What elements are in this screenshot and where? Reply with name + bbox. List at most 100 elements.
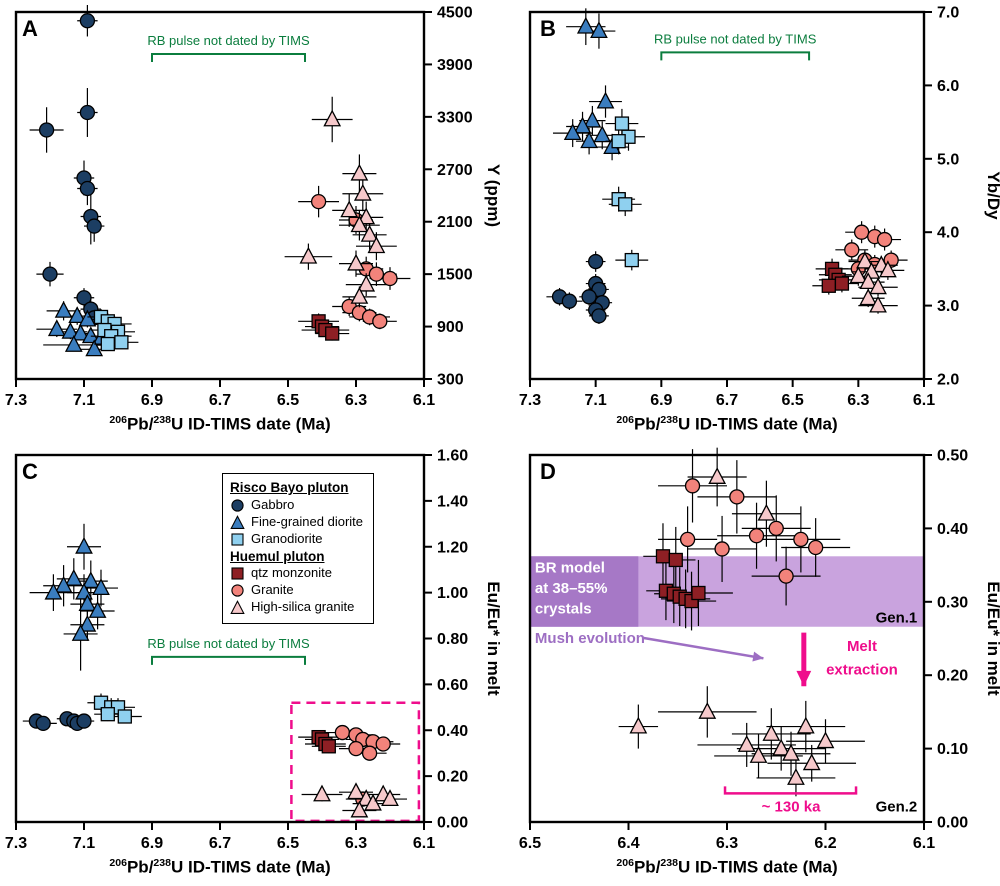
legend-item-label: Fine-grained diorite <box>251 513 364 529</box>
legend-item-label: Gabbro <box>251 496 295 512</box>
svg-text:BR model: BR model <box>535 559 605 576</box>
svg-text:Y (ppm): Y (ppm) <box>484 164 500 227</box>
svg-text:3300: 3300 <box>437 109 473 126</box>
svg-text:6.3: 6.3 <box>345 392 367 409</box>
svg-text:6.2: 6.2 <box>814 835 836 852</box>
scatter-plot-y-ppm: RB pulse not dated by TIMS 7.3 7.1 6.9 6.7 6.… <box>5 5 500 410</box>
svg-text:at 38–55%: at 38–55% <box>535 580 608 597</box>
svg-text:6.1: 6.1 <box>913 835 935 852</box>
hs-granite-marker-icon <box>230 600 245 614</box>
x-axis-label-sup: 206 <box>616 857 634 870</box>
svg-text:0.40: 0.40 <box>937 521 968 538</box>
svg-text:0.40: 0.40 <box>437 723 468 740</box>
svg-text:Yb/Dy: Yb/Dy <box>984 171 1000 220</box>
svg-text:RB pulse not dated by TIMS: RB pulse not dated by TIMS <box>147 636 310 651</box>
svg-text:1.20: 1.20 <box>437 539 468 556</box>
svg-text:Gen.2: Gen.2 <box>876 799 918 816</box>
svg-text:7.1: 7.1 <box>73 835 95 852</box>
svg-text:6.3: 6.3 <box>716 835 738 852</box>
legend-item-label: Granite <box>251 582 294 598</box>
legend-item-hs-granite: High-silica granite <box>230 599 363 615</box>
panel-label-c: C <box>22 459 38 484</box>
svg-text:6.1: 6.1 <box>413 392 435 409</box>
svg-text:0.10: 0.10 <box>937 741 968 758</box>
svg-text:7.0: 7.0 <box>937 5 959 22</box>
diorite-marker-icon <box>230 514 245 529</box>
svg-text:4500: 4500 <box>437 5 473 22</box>
legend-item-qtz-monzonite: qtz monzonite <box>230 565 363 581</box>
svg-text:Melt: Melt <box>847 638 877 655</box>
panel-b: RB pulse not dated by TIMS 7.3 7.1 6.9 6.7 6.… <box>500 0 1000 443</box>
svg-text:crystals: crystals <box>535 601 592 618</box>
svg-text:6.9: 6.9 <box>141 835 163 852</box>
svg-text:1.40: 1.40 <box>437 493 468 510</box>
qtz-monzonite-marker-icon <box>231 567 244 580</box>
svg-text:6.5: 6.5 <box>782 392 804 409</box>
svg-text:6.7: 6.7 <box>716 392 738 409</box>
legend-item-label: qtz monzonite <box>251 565 332 581</box>
legend-item-gabbro: Gabbro <box>230 496 363 513</box>
svg-text:6.9: 6.9 <box>141 392 163 409</box>
legend-item-granodiorite: Granodiorite <box>230 530 363 547</box>
gabbro-marker-icon <box>231 498 244 512</box>
svg-text:2100: 2100 <box>437 214 473 231</box>
legend: Risco Bayo pluton Gabbro Fine-grained di… <box>222 473 375 625</box>
svg-text:RB pulse not dated by TIMS: RB pulse not dated by TIMS <box>654 31 817 46</box>
x-axis-label-sup: 238 <box>153 857 171 870</box>
svg-text:6.7: 6.7 <box>209 835 231 852</box>
svg-text:~ 130 ka: ~ 130 ka <box>762 799 821 816</box>
x-axis-label-sup: 206 <box>109 857 127 870</box>
svg-text:6.3: 6.3 <box>847 392 869 409</box>
panel-d: 6.5 6.4 6.3 6.2 6.1 0.00 0.10 0.20 0.30 0.40 0.50 E… <box>500 443 1000 886</box>
svg-text:6.4: 6.4 <box>617 835 639 852</box>
svg-text:1.60: 1.60 <box>437 448 468 465</box>
x-axis-label-sup: 238 <box>660 857 678 870</box>
svg-text:Mush evolution: Mush evolution <box>535 630 645 647</box>
svg-text:5.0: 5.0 <box>937 151 959 168</box>
svg-text:3.0: 3.0 <box>937 298 959 315</box>
scatter-plot-yb-dy: RB pulse not dated by TIMS 7.3 7.1 6.9 6.7 6.… <box>519 5 1000 410</box>
svg-text:Gen.1: Gen.1 <box>876 609 918 626</box>
svg-text:3900: 3900 <box>437 57 473 74</box>
legend-item-label: High-silica granite <box>251 599 355 615</box>
legend-group1-title: Risco Bayo pluton <box>230 480 349 495</box>
svg-text:0.00: 0.00 <box>937 815 968 832</box>
svg-text:Eu/Eu* in melt: Eu/Eu* in melt <box>984 581 1000 696</box>
svg-text:0.20: 0.20 <box>437 769 468 786</box>
svg-text:0.30: 0.30 <box>937 594 968 611</box>
x-axis-label: 206Pb/238U ID-TIMS date (Ma) <box>109 857 331 877</box>
panel-label-b: B <box>540 16 556 41</box>
panel-label-a: A <box>22 16 38 41</box>
granite-marker-icon <box>231 584 244 597</box>
svg-text:1.00: 1.00 <box>437 585 468 602</box>
svg-text:6.1: 6.1 <box>413 835 435 852</box>
legend-item-diorite: Fine-grained diorite <box>230 513 364 530</box>
svg-text:6.3: 6.3 <box>345 835 367 852</box>
legend-item-label: Granodiorite <box>251 530 323 546</box>
x-axis-label-sup: 238 <box>660 414 678 427</box>
svg-text:RB pulse not dated by TIMS: RB pulse not dated by TIMS <box>147 33 310 48</box>
svg-text:4.0: 4.0 <box>937 225 959 242</box>
svg-text:7.3: 7.3 <box>519 392 541 409</box>
scatter-plot-eu-melt-zoom: 6.5 6.4 6.3 6.2 6.10.00 0.10 0.20 0.30 0.40 0.50 E… <box>519 448 1000 853</box>
svg-text:900: 900 <box>437 319 464 336</box>
panel-c: RB pulse not dated by TIMS 7.3 7.1 6.9 6.7 6.… <box>0 443 500 886</box>
svg-text:6.5: 6.5 <box>277 392 299 409</box>
svg-text:0.20: 0.20 <box>937 668 968 685</box>
x-axis-label-sup: 206 <box>109 414 127 427</box>
panel-a: RB pulse not dated by TIMS 7.3 7.1 6.9 6.7 6.… <box>0 0 500 443</box>
svg-text:2700: 2700 <box>437 162 473 179</box>
svg-text:6.5: 6.5 <box>277 835 299 852</box>
svg-text:300: 300 <box>437 372 464 389</box>
panel-label-d: D <box>540 459 556 484</box>
legend-group2-title: Huemul pluton <box>230 548 325 564</box>
x-axis-label: 206Pb/238U ID-TIMS date (Ma) <box>109 414 331 434</box>
scatter-plot-eu-melt: RB pulse not dated by TIMS 7.3 7.1 6.9 6.7 6.… <box>5 448 500 853</box>
x-axis-label-sup: 206 <box>616 414 634 427</box>
svg-text:0.80: 0.80 <box>437 631 468 648</box>
svg-text:2.0: 2.0 <box>937 372 959 389</box>
svg-text:6.0: 6.0 <box>937 78 959 95</box>
svg-text:7.3: 7.3 <box>5 835 27 852</box>
svg-text:6.5: 6.5 <box>519 835 541 852</box>
